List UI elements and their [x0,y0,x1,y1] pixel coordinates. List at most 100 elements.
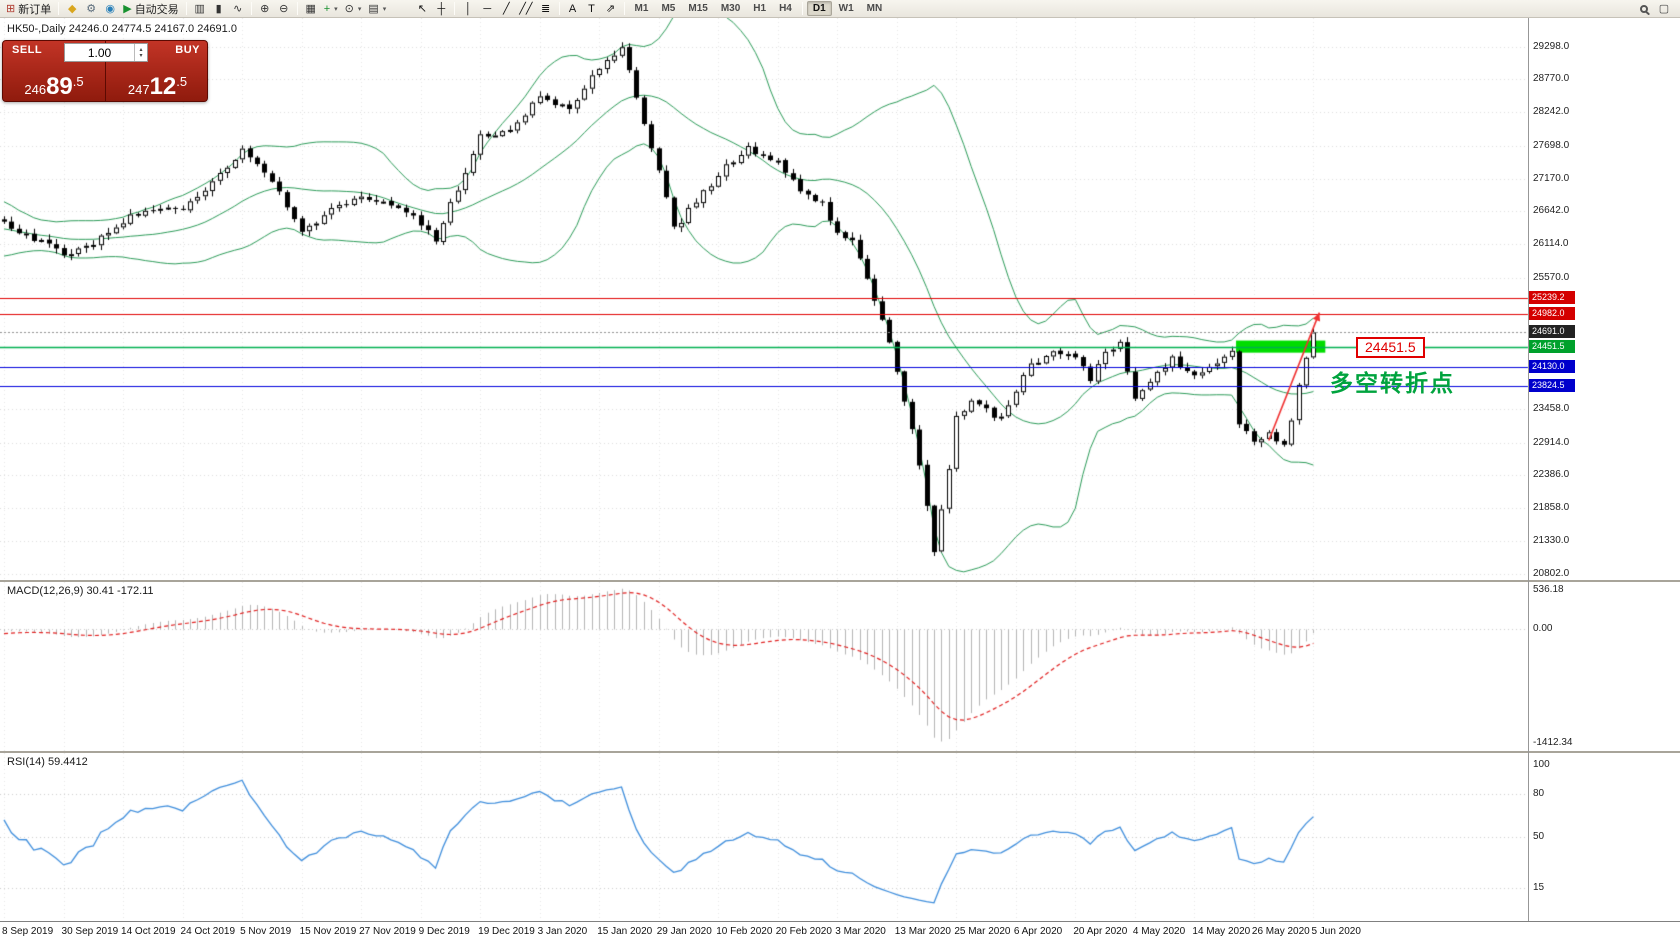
templates-icon: ▤ [368,2,379,15]
new-order-button[interactable]: ⊞ 新订单 [3,1,54,17]
macd-canvas[interactable] [0,582,1680,751]
bar-chart-button[interactable]: ▥ [191,1,209,17]
text-button[interactable]: A [564,1,582,17]
timeframe-m1-button[interactable]: M1 [634,3,649,14]
line-chart-icon: ∿ [233,2,243,15]
price-axis-label: 20802.0 [1533,567,1570,579]
cursor-icon: ↖ [417,2,427,15]
rsi-axis-label: 50 [1533,831,1545,842]
text-icon: A [568,2,577,15]
metaeditor-button[interactable]: ◆ [63,1,81,17]
price-axis-label: 23458.0 [1533,402,1570,414]
channel-button[interactable]: ╱╱ [516,1,535,17]
community-button[interactable]: ◉ [101,1,119,17]
volume-spinner[interactable]: ▴ ▾ [134,44,147,61]
autotrading-play-icon: ▶ [123,2,132,15]
buy-price: 24712.5 [106,74,207,99]
price-tag: 24130.0 [1529,360,1575,374]
turning-point-annotation: 多空转折点 [1330,370,1455,396]
timeframe-w1-button[interactable]: W1 [838,3,854,14]
toolbar-separator [58,2,60,15]
sell-price-prefix: 246 [24,82,47,97]
macd-axis-label: 536.18 [1533,584,1564,595]
date-axis-label: 5 Nov 2019 [240,926,292,937]
rsi-axis-label: 100 [1533,758,1550,770]
options-button[interactable]: ⚙ [82,1,100,17]
spinner-up-icon[interactable]: ▴ [139,46,143,53]
timeframe-h4-button[interactable]: H4 [779,3,792,14]
date-axis-label: 10 Feb 2020 [716,926,773,937]
indicators-button[interactable]: + ▾ [321,1,341,17]
date-axis-label: 30 Sep 2019 [61,926,119,937]
caret-down-icon: ▾ [382,5,387,13]
sell-label: SELL [12,44,43,56]
community-icon: ◉ [105,2,116,15]
date-axis-label: 4 May 2020 [1132,926,1186,937]
rsi-indicator-label: RSI(14) 59.4412 [7,756,88,768]
volume-value: 1.00 [87,45,112,60]
timeframe-h1-button[interactable]: H1 [753,3,767,14]
crosshair-button[interactable]: ┼ [432,1,450,17]
text-label-button[interactable]: T [583,1,601,17]
volume-input[interactable]: 1.00 ▴ ▾ [64,43,148,62]
periods-button[interactable]: ⊙ ▾ [342,1,365,17]
search-button[interactable] [1635,1,1653,17]
timeframe-m5-button[interactable]: M5 [661,3,676,14]
price-axis-label: 28770.0 [1533,73,1570,85]
cursor-button[interactable]: ↖ [413,1,431,17]
fullscreen-icon: ▢ [1658,2,1670,15]
fibonacci-button[interactable]: ≣ [537,1,555,17]
search-icon [1640,4,1648,13]
price-axis-label: 28242.0 [1533,106,1570,118]
price-chart-canvas[interactable] [0,18,1680,580]
price-axis-label: 25570.0 [1533,271,1570,283]
toolbar-separator [623,2,625,15]
price-axis-label: 29298.0 [1533,40,1570,52]
date-axis-label: 14 Oct 2019 [121,926,176,937]
channel-icon: ╱╱ [519,2,533,15]
caret-down-icon: ▾ [357,5,362,13]
templates-button[interactable]: ▤ ▾ [365,1,389,17]
clock-icon: ⊙ [344,2,354,15]
fullscreen-button[interactable]: ▢ [1655,1,1673,17]
date-axis-label: 19 Dec 2019 [478,926,535,937]
autotrading-button[interactable]: ▶ 自动交易 [120,1,181,17]
toolbar-separator [454,2,456,15]
horizontal-line-button[interactable]: ─ [478,1,496,17]
pane-divider[interactable] [0,580,1680,582]
sell-price-big-digits: 89 [46,73,73,100]
date-axis-label: 26 May 2020 [1251,926,1310,937]
price-tag: 25239.2 [1529,291,1575,305]
date-axis-label: 8 Sep 2019 [2,926,54,937]
date-axis-label: 13 Mar 2020 [894,926,951,937]
vertical-line-button[interactable]: │ [459,1,477,17]
fibonacci-icon: ≣ [540,2,551,15]
toolbar-separator [558,2,560,15]
zoom-in-button[interactable]: ⊕ [256,1,274,17]
price-axis-separator [1528,18,1529,921]
spinner-down-icon[interactable]: ▾ [139,52,143,59]
pane-divider[interactable] [0,751,1680,753]
candlestick-chart-button[interactable]: ▮ [210,1,228,17]
toolbar-separator [801,2,803,15]
zoom-out-button[interactable]: ⊖ [275,1,293,17]
timeframe-m30-button[interactable]: M30 [720,3,741,14]
date-axis-label: 15 Nov 2019 [299,926,357,937]
trendline-button[interactable]: ╱ [497,1,515,17]
arrows-icon: ⇗ [605,2,616,15]
tile-windows-button[interactable]: ▦ [302,1,320,17]
metaeditor-icon: ◆ [67,2,77,15]
price-callout: 24451.5 [1356,337,1425,358]
line-chart-button[interactable]: ∿ [229,1,247,17]
timeframe-d1-button[interactable]: D1 [806,1,832,16]
price-tag: 24691.0 [1529,325,1575,339]
rsi-canvas[interactable] [0,753,1680,921]
date-axis-label: 29 Jan 2020 [656,926,712,937]
timeframe-m15-button[interactable]: M15 [688,3,708,14]
toolbar-separator [250,2,252,15]
price-axis-label: 27170.0 [1533,172,1570,184]
arrows-button[interactable]: ⇗ [602,1,620,17]
zoom-in-icon: ⊕ [260,2,270,15]
timeframe-mn-button[interactable]: MN [866,3,883,14]
